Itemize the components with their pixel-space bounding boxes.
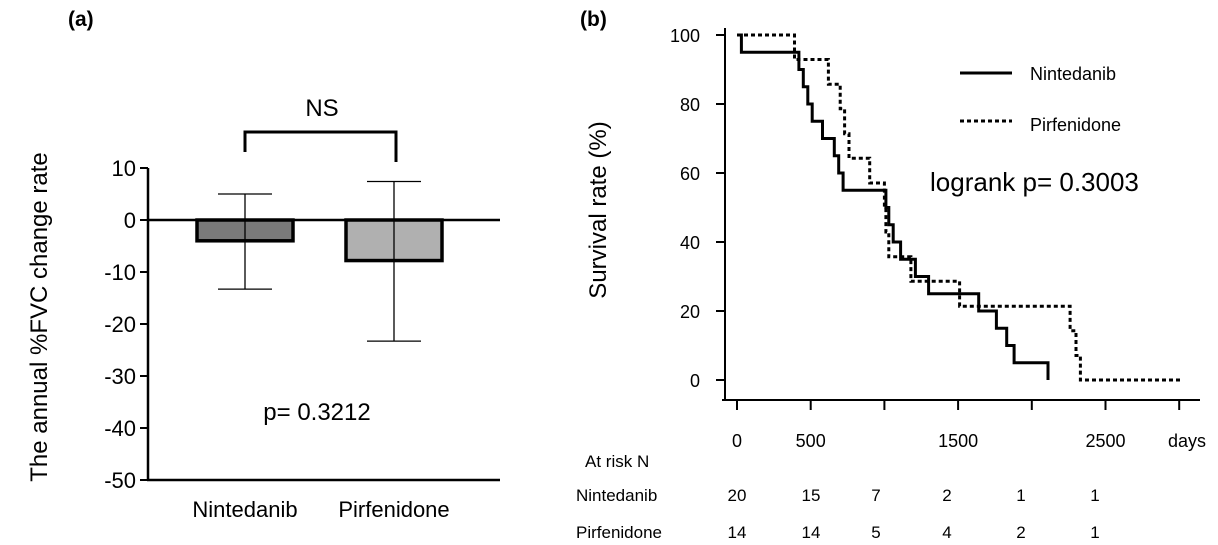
risk-row-label-pirfenidone: Pirfenidone <box>576 523 662 542</box>
risk-cell-nintedanib: 2 <box>942 486 951 505</box>
risk-table-header: At risk N <box>585 452 649 471</box>
significance-label: NS <box>305 95 338 122</box>
panel-a-ytick-label: -20 <box>104 312 136 337</box>
panel-a-ytick-label: -30 <box>104 364 136 389</box>
panel-a-ytick-label: 0 <box>124 208 136 233</box>
panel-b-ytick-label: 20 <box>680 302 700 322</box>
significance-bracket <box>243 130 398 162</box>
panel-a: (a) The annual %FVC change rate 10 0 -10 -2… <box>26 8 500 522</box>
panel-a-ytick-label: -40 <box>104 416 136 441</box>
panel-b-xtick-label: 500 <box>796 431 826 451</box>
p-value-label: p= 0.3212 <box>263 399 370 426</box>
risk-cell-pirfenidone: 14 <box>728 523 747 542</box>
panel-b-xtick-label: 2500 <box>1085 431 1125 451</box>
risk-cell-nintedanib: 20 <box>728 486 747 505</box>
legend-label-pirfenidone: Pirfenidone <box>1030 115 1121 135</box>
panel-b-ytick-label: 80 <box>680 95 700 115</box>
risk-cell-nintedanib: 7 <box>871 486 880 505</box>
legend: Nintedanib Pirfenidone <box>960 64 1121 135</box>
panel-b-xlabel: days <box>1168 431 1206 451</box>
panel-b-ytick-label: 0 <box>690 371 700 391</box>
risk-table: At risk N Nintedanib Pirfenidone 20 15 7 2 1… <box>576 452 1100 542</box>
panel-a-ylabel: The annual %FVC change rate <box>26 152 53 482</box>
risk-row-label-nintedanib: Nintedanib <box>576 486 657 505</box>
panel-b-ytick-label: 100 <box>670 26 700 46</box>
panel-a-ytick-label: -50 <box>104 468 136 493</box>
risk-cell-pirfenidone: 2 <box>1016 523 1025 542</box>
legend-label-nintedanib: Nintedanib <box>1030 64 1116 84</box>
risk-cell-pirfenidone: 4 <box>942 523 951 542</box>
risk-cell-nintedanib: 15 <box>802 486 821 505</box>
panel-a-xtick-label-pirfenidone: Pirfenidone <box>338 497 449 522</box>
panel-b: (b) Survival rate (%) 0 20 40 60 80 100 0 500 1… <box>576 8 1206 542</box>
panel-a-xtick-label-nintedanib: Nintedanib <box>192 497 297 522</box>
panel-b-xtick-label: 1500 <box>938 431 978 451</box>
panel-b-label: (b) <box>580 8 607 31</box>
panel-a-ytick-label: 10 <box>112 156 136 181</box>
km-line-pirfenidone <box>737 33 1183 382</box>
panel-a-ytick-label: -10 <box>104 260 136 285</box>
risk-cell-pirfenidone: 1 <box>1090 523 1099 542</box>
risk-cell-nintedanib: 1 <box>1090 486 1099 505</box>
risk-cell-nintedanib: 1 <box>1016 486 1025 505</box>
panel-b-ylabel: Survival rate (%) <box>585 121 612 298</box>
logrank-label: logrank p= 0.3003 <box>930 167 1139 197</box>
risk-cell-pirfenidone: 14 <box>802 523 821 542</box>
panel-b-ytick-label: 60 <box>680 164 700 184</box>
km-line-nintedanib <box>737 33 1050 380</box>
panel-b-xtick-label: 0 <box>732 431 742 451</box>
panel-a-label: (a) <box>68 8 94 31</box>
panel-b-ytick-label: 40 <box>680 233 700 253</box>
risk-cell-pirfenidone: 5 <box>871 523 880 542</box>
